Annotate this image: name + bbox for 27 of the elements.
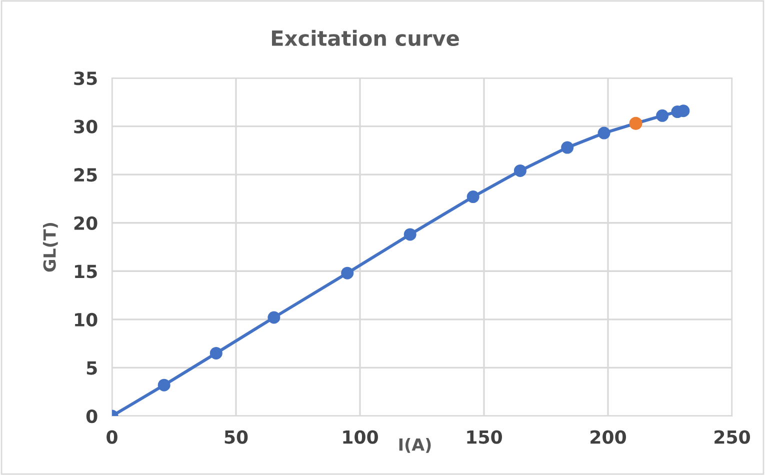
point (598, 126, 610, 140)
point (341, 266, 354, 280)
point (158, 378, 170, 392)
y-tick-label: 25 (74, 168, 97, 182)
x-tick-label: 200 (590, 430, 626, 444)
point (268, 311, 280, 324)
x-tick-label: 50 (224, 430, 248, 444)
x-tick-label: 150 (467, 430, 502, 444)
point (514, 164, 526, 177)
y-tick-label: 35 (74, 71, 97, 86)
y-tick-label: 20 (74, 216, 98, 230)
y-tick-label: 30 (74, 120, 98, 134)
chart-title: Excitation curve (272, 30, 459, 46)
y-tick-label: 15 (75, 264, 97, 278)
y-axis-title: GL(T) (42, 222, 58, 272)
x-axis-title: I(A) (399, 438, 431, 453)
point (404, 228, 416, 241)
point (466, 190, 480, 204)
point (210, 346, 222, 360)
y-tick-label: 5 (86, 361, 97, 375)
y-tick-label: 0 (86, 409, 98, 424)
y-tick-label: 10 (75, 312, 98, 327)
x-tick-label: 250 (714, 430, 750, 444)
point (656, 109, 669, 122)
x-tick-label: 0 (106, 430, 118, 444)
point (561, 141, 574, 154)
x-tick-label: 100 (343, 430, 378, 444)
